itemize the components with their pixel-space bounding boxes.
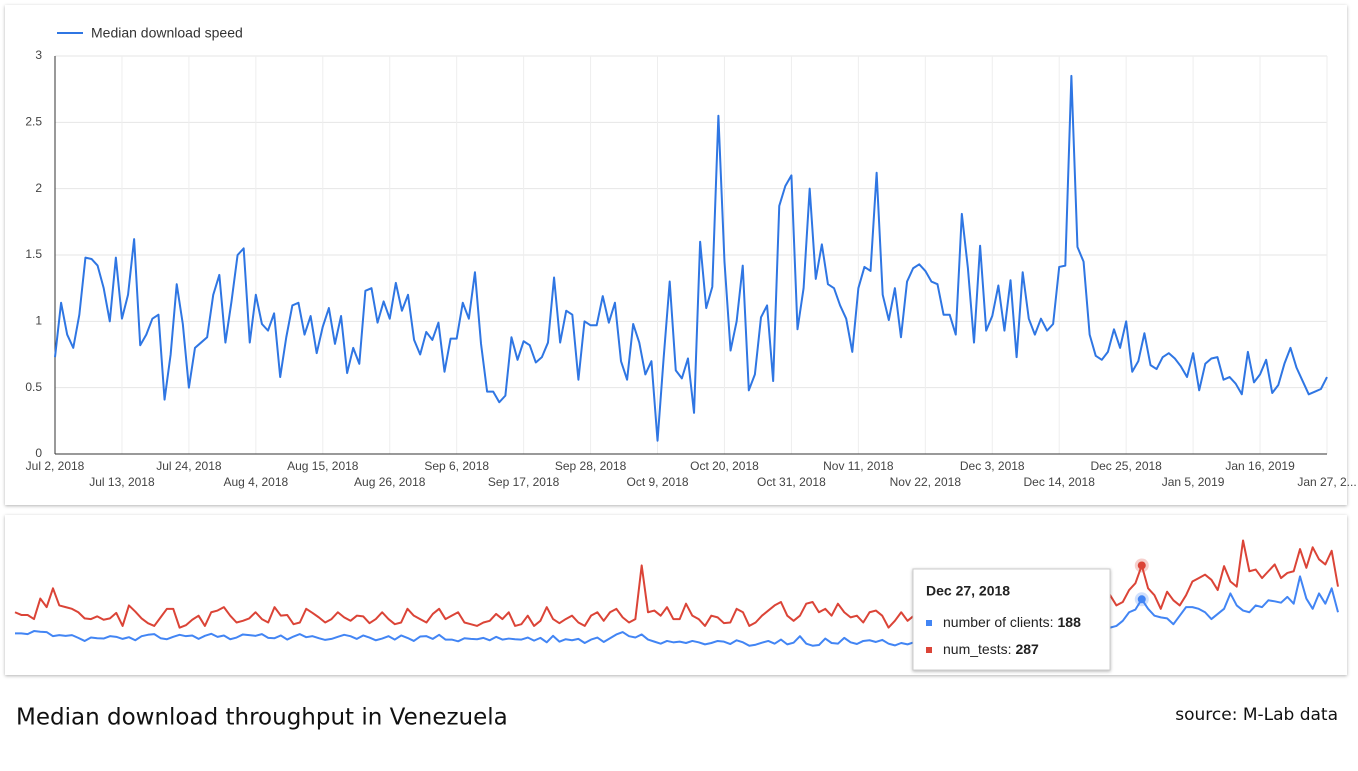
- series-line: [14, 539, 1339, 629]
- tooltip-value: 287: [1015, 641, 1039, 657]
- x-tick-label: Oct 20, 2018: [690, 459, 759, 473]
- legend-label: Median download speed: [91, 25, 243, 41]
- x-tick-label: Aug 15, 2018: [287, 459, 359, 473]
- x-tick-label: Nov 11, 2018: [823, 459, 894, 473]
- caption: Median download throughput in Venezuela: [16, 705, 508, 731]
- highlight-point: [1137, 561, 1146, 570]
- y-tick-label: 0: [35, 446, 42, 460]
- x-tick-label: Aug 26, 2018: [354, 475, 426, 489]
- tooltip-item: num_tests: 287: [943, 641, 1039, 657]
- tooltip-value: 188: [1058, 614, 1082, 630]
- x-tick-label: Oct 31, 2018: [757, 475, 826, 489]
- x-tick-label: Sep 17, 2018: [488, 475, 560, 489]
- tooltip-label: number of clients:: [943, 614, 1054, 630]
- tooltip-swatch: [926, 620, 932, 626]
- highlight-point: [1137, 595, 1146, 604]
- x-tick-label: Sep 6, 2018: [424, 459, 489, 473]
- x-tick-label: Oct 9, 2018: [627, 475, 689, 489]
- x-tick-label: Dec 14, 2018: [1024, 475, 1096, 489]
- tooltip-box: [912, 568, 1111, 671]
- y-tick-label: 3: [35, 48, 42, 62]
- x-tick-label: Aug 4, 2018: [223, 475, 288, 489]
- x-tick-label: Nov 22, 2018: [890, 475, 962, 489]
- x-tick-label: Sep 28, 2018: [555, 459, 627, 473]
- tooltip-title: Dec 27, 2018: [926, 583, 1010, 599]
- series-line: [15, 575, 1339, 648]
- x-tick-label: Jan 27, 2...: [1297, 475, 1356, 489]
- y-tick-label: 1: [35, 314, 42, 328]
- tooltip-item: number of clients: 188: [943, 614, 1081, 630]
- source: source: M-Lab data: [1175, 705, 1338, 725]
- tooltip-label: num_tests:: [943, 641, 1011, 657]
- x-tick-label: Dec 3, 2018: [960, 459, 1025, 473]
- series-line: [54, 74, 1328, 442]
- x-tick-label: Jan 5, 2019: [1162, 475, 1225, 489]
- y-tick-label: 2: [35, 181, 42, 195]
- tooltip-swatch: [926, 647, 932, 653]
- navigator-panel: [5, 515, 1347, 675]
- x-tick-label: Dec 25, 2018: [1090, 459, 1162, 473]
- main-chart: 0 0.5 1 1.5 2 2.5 3 Jul 2, 2018 Jul 13, 2018Jul …: [25, 25, 1356, 489]
- x-tick-label: Jul 24, 2018: [156, 459, 222, 473]
- y-tick-label: 0.5: [25, 380, 42, 394]
- y-tick-label: 1.5: [25, 247, 42, 261]
- navigator-chart: [14, 539, 1339, 648]
- tooltip: Dec 27, 2018 number of clients: 188 num_tes…: [912, 568, 1111, 671]
- x-tick-label: Jul 2, 2018: [26, 459, 85, 473]
- y-tick-label: 2.5: [25, 115, 42, 129]
- x-tick-label: Jan 16, 2019: [1225, 459, 1295, 473]
- x-tick-label: Jul 13, 2018: [89, 475, 155, 489]
